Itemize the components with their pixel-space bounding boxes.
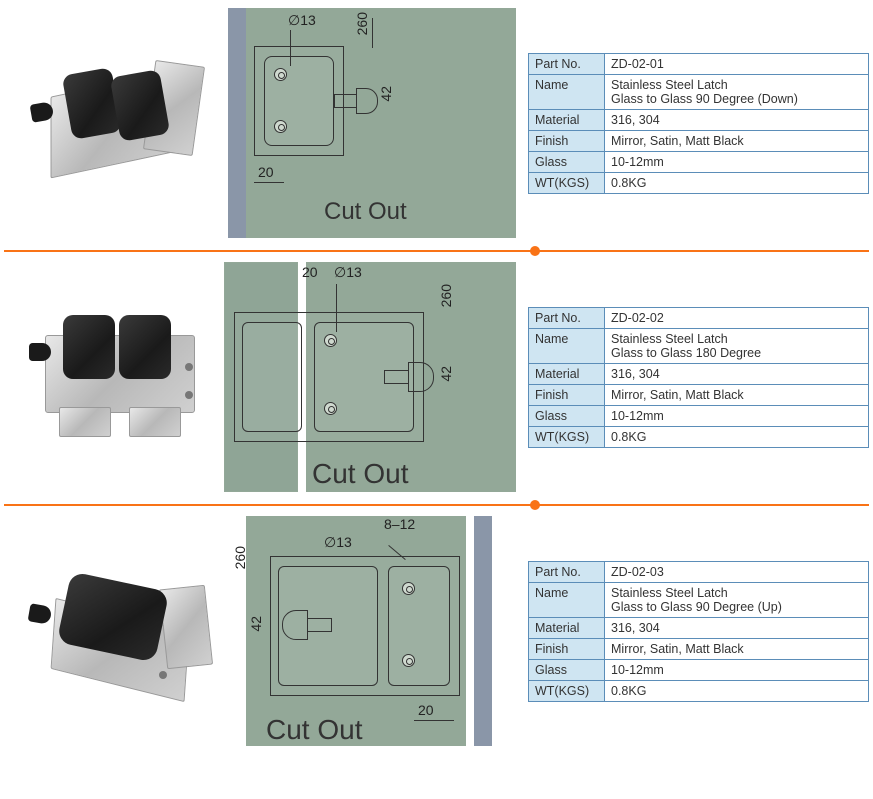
product-row-1: ∅13 260 42 20 Cut Out Part No.ZD-02-01 N…	[4, 8, 869, 252]
dim-812: 8–12	[384, 516, 415, 532]
val-material: 316, 304	[605, 109, 869, 130]
val-name: Stainless Steel LatchGlass to Glass 90 D…	[605, 74, 869, 109]
dim-42: 42	[378, 86, 394, 102]
cutout-label-2: Cut Out	[312, 458, 408, 490]
val-material: 316, 304	[605, 363, 869, 384]
spec-table-2: Part No.ZD-02-02 NameStainless Steel Lat…	[528, 307, 869, 448]
val-partno: ZD-02-02	[605, 307, 869, 328]
label-glass: Glass	[529, 405, 605, 426]
val-material: 316, 304	[605, 617, 869, 638]
label-partno: Part No.	[529, 307, 605, 328]
val-finish: Mirror, Satin, Matt Black	[605, 130, 869, 151]
val-glass: 10-12mm	[605, 405, 869, 426]
label-finish: Finish	[529, 638, 605, 659]
diagram-3: 8–12 ∅13 260 42 20 Cut Out	[216, 516, 516, 746]
label-material: Material	[529, 363, 605, 384]
label-name: Name	[529, 328, 605, 363]
val-glass: 10-12mm	[605, 659, 869, 680]
dim-hole-dia-3: ∅13	[324, 534, 352, 551]
product-row-2: 20 ∅13 260 42 Cut Out Part No.ZD-02-02 N…	[4, 262, 869, 506]
cutout-label-3: Cut Out	[266, 714, 362, 746]
dim-42-2: 42	[438, 366, 454, 382]
label-wt: WT(KGS)	[529, 172, 605, 193]
product-photo-1	[4, 38, 204, 208]
val-finish: Mirror, Satin, Matt Black	[605, 384, 869, 405]
dim-hole-dia: ∅13	[288, 12, 316, 29]
product-photo-3	[4, 546, 204, 716]
label-finish: Finish	[529, 130, 605, 151]
spec-table-1: Part No.ZD-02-01 NameStainless Steel Lat…	[528, 53, 869, 194]
val-partno: ZD-02-01	[605, 53, 869, 74]
dim-20: 20	[258, 164, 274, 180]
dim-20-2: 20	[302, 264, 318, 280]
label-partno: Part No.	[529, 561, 605, 582]
val-partno: ZD-02-03	[605, 561, 869, 582]
product-photo-2	[4, 292, 204, 462]
label-partno: Part No.	[529, 53, 605, 74]
dim-260-2: 260	[438, 284, 454, 307]
val-wt: 0.8KG	[605, 172, 869, 193]
dim-260-3: 260	[232, 546, 248, 569]
label-glass: Glass	[529, 151, 605, 172]
label-name: Name	[529, 582, 605, 617]
label-finish: Finish	[529, 384, 605, 405]
dim-42-3: 42	[248, 616, 264, 632]
product-row-3: 8–12 ∅13 260 42 20 Cut Out Part No.ZD-02…	[4, 516, 869, 750]
val-wt: 0.8KG	[605, 680, 869, 701]
label-material: Material	[529, 617, 605, 638]
val-wt: 0.8KG	[605, 426, 869, 447]
dim-hole-dia-2: ∅13	[334, 264, 362, 281]
label-wt: WT(KGS)	[529, 680, 605, 701]
val-name: Stainless Steel LatchGlass to Glass 180 …	[605, 328, 869, 363]
diagram-1: ∅13 260 42 20 Cut Out	[216, 8, 516, 238]
label-glass: Glass	[529, 659, 605, 680]
cutout-label: Cut Out	[324, 198, 407, 226]
label-name: Name	[529, 74, 605, 109]
val-glass: 10-12mm	[605, 151, 869, 172]
divider-1	[4, 250, 869, 252]
spec-table-3: Part No.ZD-02-03 NameStainless Steel Lat…	[528, 561, 869, 702]
label-wt: WT(KGS)	[529, 426, 605, 447]
dim-260: 260	[354, 12, 370, 35]
val-finish: Mirror, Satin, Matt Black	[605, 638, 869, 659]
diagram-2: 20 ∅13 260 42 Cut Out	[216, 262, 516, 492]
dim-20-3: 20	[418, 702, 434, 718]
label-material: Material	[529, 109, 605, 130]
divider-2	[4, 504, 869, 506]
val-name: Stainless Steel LatchGlass to Glass 90 D…	[605, 582, 869, 617]
